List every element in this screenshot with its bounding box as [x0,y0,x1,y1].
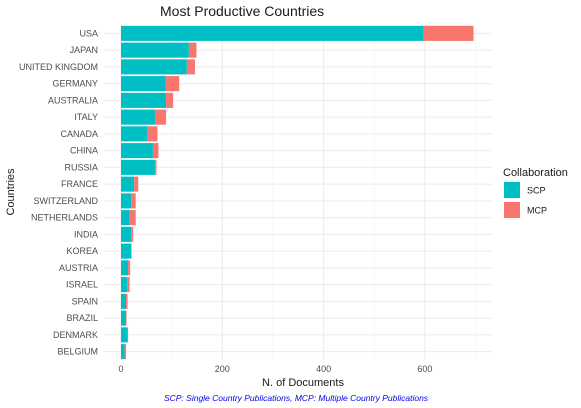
y-tick-label: BRAZIL [66,313,98,323]
bar-mcp-russia [154,159,157,175]
bar-mcp-denmark [127,327,129,343]
bar-mcp-japan [188,42,197,58]
bar-scp-australia [121,92,167,108]
bar-mcp-austria [128,260,131,276]
bar-scp-japan [121,42,189,58]
y-tick-label: NETHERLANDS [31,213,98,223]
y-tick-label: AUSTRIA [59,263,98,273]
grid [104,25,492,360]
bar-scp-netherlands [121,210,130,226]
legend-title: Collaboration [503,167,568,179]
x-tick-label: 0 [118,364,123,374]
x-tick-label: 400 [316,364,331,374]
y-tick-label: GERMANY [52,79,98,89]
y-tick-label: ISRAEL [66,280,98,290]
bar-scp-israel [121,277,128,293]
bar-scp-austria [121,260,129,276]
bar-scp-spain [121,293,127,309]
y-tick-label: AUSTRALIA [48,95,98,105]
y-tick-label: DENMARK [53,330,98,340]
bar-mcp-australia [166,92,174,108]
bar-scp-denmark [121,327,128,343]
bar-mcp-belgium [124,344,127,360]
bar-scp-belgium [121,344,125,360]
bar-mcp-germany [165,76,180,92]
bar-scp-canada [121,126,148,142]
legend-key-mcp [504,202,520,218]
bar-scp-india [121,226,132,242]
bar-mcp-israel [127,277,130,293]
bar-scp-usa [121,25,424,41]
bar-scp-korea [121,243,132,259]
bars [121,25,474,360]
x-tick-label: 200 [215,364,230,374]
bar-mcp-china [152,143,159,159]
legend-key-scp [504,182,520,198]
y-tick-label: SPAIN [72,296,98,306]
y-tick-labels: USA JAPAN UNITED KINGDOM GERMANY AUSTRALIA IT… [19,28,99,356]
y-tick-label: USA [79,28,98,38]
x-axis-title: N. of Documents [262,377,344,389]
bar-scp-germany [121,76,166,92]
bar-scp-france [121,176,135,192]
y-tick-label: UNITED KINGDOM [19,62,98,72]
bar-scp-united-kingdom [121,59,187,75]
bar-scp-russia [121,159,155,175]
bar-scp-switzerland [121,193,132,209]
y-axis-title: Countries [5,168,17,216]
legend: Collaboration SCP MCP [503,167,568,218]
bar-mcp-korea [131,243,132,259]
bar-scp-china [121,143,153,159]
bar-mcp-france [134,176,139,192]
legend-label-mcp: MCP [527,206,547,216]
bar-mcp-brazil [126,310,127,326]
bar-mcp-switzerland [131,193,136,209]
y-tick-label: BELGIUM [57,347,98,357]
bar-mcp-netherlands [129,210,136,226]
bar-scp-italy [121,109,155,125]
x-tick-labels: 0 200 400 600 [118,364,432,374]
y-tick-label: ITALY [74,112,98,122]
y-tick-label: RUSSIA [64,162,98,172]
legend-label-scp: SCP [527,186,546,196]
bar-mcp-spain [126,293,128,309]
chart-caption: SCP: Single Country Publications, MCP: M… [164,393,429,403]
bar-mcp-united-kingdom [186,59,195,75]
chart-title: Most Productive Countries [160,3,324,19]
y-tick-label: INDIA [74,229,98,239]
y-tick-label: KOREA [66,246,98,256]
y-tick-label: FRANCE [61,179,98,189]
x-tick-label: 600 [417,364,432,374]
bar-mcp-india [131,226,134,242]
y-tick-label: CANADA [60,129,98,139]
bar-mcp-canada [147,126,158,142]
y-tick-label: JAPAN [70,45,98,55]
y-tick-label: CHINA [70,146,98,156]
bar-mcp-usa [423,25,474,41]
bar-mcp-italy [154,109,167,125]
bar-scp-brazil [121,310,127,326]
y-tick-label: SWITZERLAND [33,196,98,206]
